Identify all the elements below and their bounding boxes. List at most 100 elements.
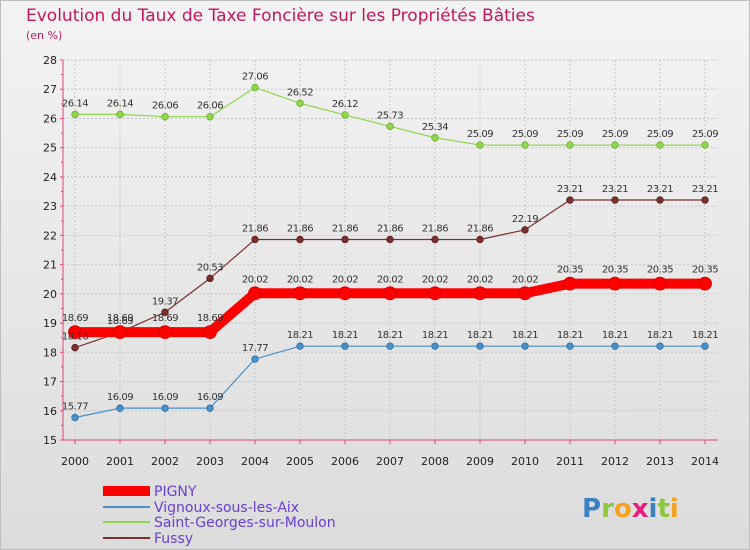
data-point	[656, 342, 664, 350]
legend-label: Fussy	[154, 531, 193, 547]
data-label: 18.21	[692, 330, 718, 341]
data-label: 26.12	[332, 99, 358, 110]
x-tick-label: 2008	[421, 455, 449, 468]
x-tick-label: 2000	[61, 455, 89, 468]
data-label: 25.09	[647, 129, 673, 140]
x-tick-label: 2014	[691, 455, 719, 468]
data-label: 18.69	[62, 313, 88, 324]
legend-label: Vignoux-sous-les-Aix	[154, 500, 299, 516]
logo-letter: i	[649, 494, 658, 524]
data-labels: 26.14 26.14 26.06 26.06 27.06 26.52 26.12 25.73…	[62, 71, 719, 412]
data-point	[701, 141, 709, 149]
y-tick-label: 23	[43, 200, 57, 213]
data-point	[71, 413, 79, 422]
y-tick-label: 15	[43, 434, 57, 447]
data-label: 21.86	[287, 223, 313, 234]
data-label: 21.86	[467, 223, 493, 234]
data-label: 25.09	[602, 129, 628, 140]
data-point	[653, 276, 667, 291]
y-tick-label: 17	[43, 376, 57, 389]
data-label: 20.02	[332, 274, 358, 285]
data-point	[296, 99, 304, 107]
x-tick-label: 2004	[241, 455, 269, 468]
legend-label: PIGNY	[154, 484, 197, 500]
data-label: 26.06	[152, 101, 178, 112]
data-label: 25.09	[557, 129, 583, 140]
data-label: 18.21	[422, 330, 448, 341]
data-label: 18.21	[512, 330, 538, 341]
data-point	[296, 235, 304, 244]
data-label: 18.21	[602, 330, 628, 341]
y-tick-label: 26	[43, 112, 57, 125]
data-label: 20.35	[692, 265, 718, 276]
data-point	[473, 286, 487, 301]
chart-subtitle: (en %)	[26, 29, 62, 42]
x-tick-label: 2009	[466, 455, 494, 468]
logo-letter: i	[670, 494, 679, 524]
x-tick-label: 2005	[286, 455, 314, 468]
data-point	[518, 286, 532, 301]
data-label: 16.09	[152, 392, 178, 403]
x-tick-label: 2006	[331, 455, 359, 468]
data-point	[656, 196, 664, 204]
data-label: 18.69	[152, 313, 178, 324]
data-point	[431, 235, 439, 244]
x-tick-label: 2013	[646, 455, 674, 468]
y-tick-label: 22	[43, 229, 57, 242]
data-label: 20.02	[287, 274, 313, 285]
data-point	[68, 325, 82, 340]
data-point	[476, 141, 484, 149]
data-label: 20.53	[197, 262, 223, 273]
data-label: 19.37	[152, 296, 178, 307]
data-point	[161, 308, 169, 316]
data-point	[341, 342, 349, 350]
data-label: 18.69	[197, 313, 223, 324]
data-label: 20.02	[242, 274, 268, 285]
data-point	[158, 325, 172, 340]
data-point	[338, 286, 352, 301]
data-point	[206, 274, 214, 283]
data-label: 20.02	[422, 274, 448, 285]
logo-letter: o	[614, 494, 632, 524]
data-point	[431, 134, 439, 142]
data-label: 25.34	[422, 122, 448, 133]
data-point	[566, 141, 574, 149]
data-point	[116, 110, 124, 119]
proxiti-logo-text: Proxiti	[582, 494, 679, 524]
x-tick-label: 2010	[511, 455, 539, 468]
data-point	[248, 286, 262, 301]
data-point	[386, 342, 394, 350]
data-label: 21.86	[422, 223, 448, 234]
data-point	[701, 342, 709, 350]
series	[68, 83, 712, 422]
data-label: 18.16	[62, 332, 88, 343]
data-label: 21.86	[377, 223, 403, 234]
data-point	[341, 111, 349, 119]
data-label: 16.09	[197, 392, 223, 403]
data-point	[611, 141, 619, 149]
data-point	[341, 235, 349, 244]
data-point	[386, 122, 394, 131]
data-point	[71, 110, 79, 119]
data-label: 20.35	[557, 265, 583, 276]
data-label: 18.21	[647, 330, 673, 341]
data-point	[701, 196, 709, 204]
data-point	[116, 404, 124, 412]
data-label: 18.21	[287, 330, 313, 341]
data-label: 22.19	[512, 214, 538, 225]
data-label: 26.52	[287, 87, 313, 98]
y-tick-label: 27	[43, 83, 57, 96]
data-point	[608, 276, 622, 291]
data-label: 25.09	[512, 129, 538, 140]
data-label: 20.02	[377, 274, 403, 285]
data-label: 26.14	[62, 98, 88, 109]
data-label: 17.77	[242, 343, 268, 354]
data-point	[521, 342, 529, 350]
data-point	[611, 196, 619, 204]
data-point	[563, 276, 577, 291]
data-point	[203, 325, 217, 340]
data-point	[296, 342, 304, 350]
data-label: 25.73	[377, 110, 403, 121]
data-label: 25.09	[467, 129, 493, 140]
y-tick-label: 28	[43, 54, 57, 67]
